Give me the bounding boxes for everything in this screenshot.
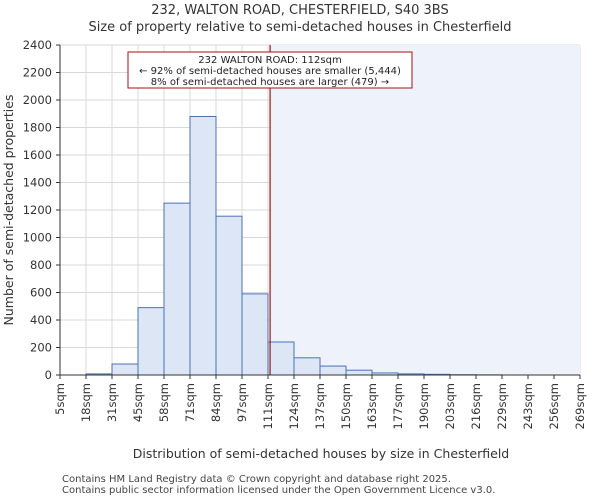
y-tick-labels: 0 200 400 600 800 1000 1200 1400 1600 1800 2000 220… — [23, 38, 60, 382]
footer-licence: Contains public sector information licen… — [62, 485, 496, 496]
annotation-line-1: 232 WALTON ROAD: 112sqm — [198, 55, 341, 66]
x-axis-label: Distribution of semi-detached houses by … — [133, 446, 509, 461]
x-tick-label: 71sqm — [183, 383, 197, 422]
bar — [319, 365, 347, 376]
footer-copyright: Contains HM Land Registry data © Crown c… — [62, 474, 451, 485]
x-tick-label: 111sqm — [261, 383, 275, 429]
bar — [189, 116, 217, 376]
bar — [163, 202, 191, 376]
annotation-line-2: ← 92% of semi-detached houses are smalle… — [139, 66, 401, 77]
bar — [137, 307, 165, 376]
annotation-line-3: 8% of semi-detached houses are larger (4… — [151, 77, 389, 88]
chart-title: 232, WALTON ROAD, CHESTERFIELD, S40 3BS — [151, 3, 449, 18]
y-tick-label: 2400 — [23, 38, 52, 52]
bar — [111, 363, 139, 376]
bar — [215, 215, 243, 376]
x-tick-label: 58sqm — [157, 383, 171, 422]
x-tick-label: 256sqm — [547, 383, 561, 429]
x-tick-label: 31sqm — [105, 383, 119, 422]
y-tick-label: 800 — [30, 258, 52, 272]
x-tick-label: 163sqm — [365, 383, 379, 429]
x-tick-label: 150sqm — [339, 383, 353, 429]
x-tick-label: 177sqm — [391, 383, 405, 429]
y-tick-label: 600 — [30, 286, 52, 300]
x-tick-label: 229sqm — [495, 383, 509, 429]
x-tick-label: 97sqm — [235, 383, 249, 422]
y-tick-label: 2000 — [23, 93, 52, 107]
x-tick-label: 269sqm — [573, 383, 587, 429]
y-tick-label: 1800 — [23, 121, 52, 135]
annotation-box: 232 WALTON ROAD: 112sqm ← 92% of semi-de… — [127, 51, 413, 89]
y-tick-label: 1000 — [23, 231, 52, 245]
x-tick-label: 84sqm — [209, 383, 223, 422]
y-axis-label: Number of semi-detached properties — [1, 95, 16, 326]
x-tick-label: 190sqm — [417, 383, 431, 429]
y-tick-label: 2200 — [23, 66, 52, 80]
x-tick-label: 203sqm — [443, 383, 457, 429]
y-tick-label: 1200 — [23, 203, 52, 217]
x-tick-labels: 5sqm 18sqm 31sqm 45sqm 58sqm 71sqm 84sqm 97sqm 1… — [53, 375, 587, 429]
bar — [345, 369, 373, 376]
x-tick-label: 124sqm — [287, 383, 301, 429]
larger-region-highlight — [270, 45, 580, 375]
x-tick-label: 216sqm — [469, 383, 483, 429]
x-tick-label: 243sqm — [521, 383, 535, 429]
chart-subtitle: Size of property relative to semi-detach… — [88, 20, 512, 35]
bar — [293, 357, 321, 376]
bar — [267, 341, 295, 376]
x-tick-label: 137sqm — [313, 383, 327, 429]
y-tick-label: 1600 — [23, 148, 52, 162]
y-tick-label: 1400 — [23, 176, 52, 190]
x-tick-label: 45sqm — [131, 383, 145, 422]
y-tick-label: 400 — [30, 313, 52, 327]
annotation-border — [127, 51, 413, 89]
y-tick-label: 0 — [45, 368, 52, 382]
bar — [241, 293, 269, 376]
y-tick-label: 200 — [30, 341, 52, 355]
x-tick-label: 18sqm — [79, 383, 93, 422]
x-tick-label: 5sqm — [53, 383, 67, 415]
bars — [85, 116, 503, 376]
